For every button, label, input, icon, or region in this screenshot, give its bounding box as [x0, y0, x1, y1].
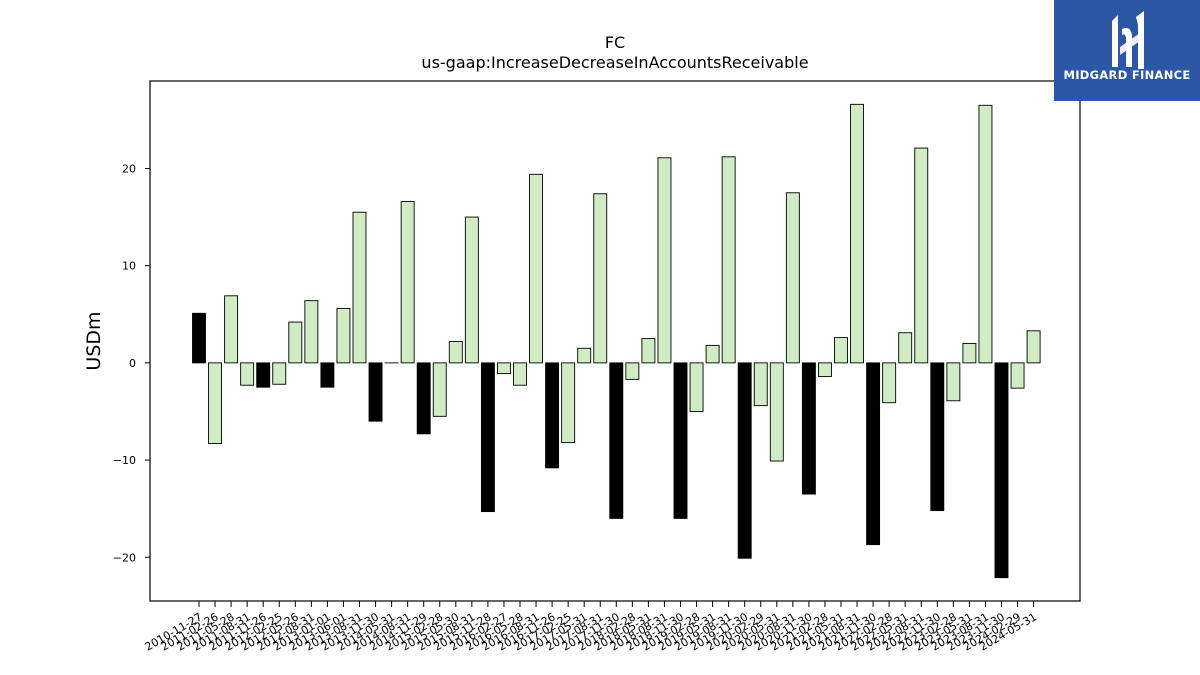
bars-layer	[192, 103, 1041, 579]
bar-2016-05-28	[513, 362, 527, 386]
bar-2020-02-29	[753, 362, 768, 407]
chart-title: FC	[605, 33, 625, 52]
bar-2017-05-31	[577, 347, 592, 364]
bar-2013-06-01	[336, 307, 351, 364]
bar-2012-08-31	[304, 300, 319, 364]
bar-2024-02-29	[1010, 362, 1025, 389]
bar-2016-08-31	[529, 173, 543, 364]
bar-2015-08-31	[464, 216, 479, 364]
bar-2023-02-28	[946, 362, 961, 402]
bar-2021-02-28	[818, 362, 832, 377]
bar-2013-08-31	[352, 211, 367, 364]
y-axis-ticks: −20 −10 0 10 20	[113, 162, 150, 564]
bar-2016-11-26	[545, 362, 560, 469]
bar-2018-11-30	[673, 362, 688, 519]
bar-2011-08-31	[240, 362, 255, 386]
bar-2014-08-31	[400, 201, 415, 364]
bar-2022-11-30	[930, 362, 945, 512]
y-tick-label: 10	[122, 260, 136, 273]
bar-2022-02-28	[882, 362, 897, 404]
bar-2015-02-28	[432, 362, 447, 417]
bar-2010-11-27	[192, 312, 206, 364]
bar-2013-11-30	[368, 362, 383, 422]
bar-2020-11-30	[801, 362, 816, 495]
bar-2018-08-31	[657, 157, 672, 364]
bar-2024-05-31	[1026, 330, 1041, 364]
bar-2011-02-26	[208, 362, 223, 444]
bar-2016-02-27	[497, 362, 511, 375]
bar-2022-08-31	[914, 147, 929, 364]
bar-2011-11-26	[256, 362, 271, 388]
plot-frame	[149, 80, 1081, 602]
y-axis-label: USDm	[83, 311, 105, 370]
bar-2017-02-25	[561, 362, 576, 444]
bar-2015-05-30	[448, 341, 463, 364]
bar-2020-08-31	[785, 192, 800, 364]
bar-2015-11-28	[480, 362, 495, 513]
bar-2017-08-31	[593, 193, 608, 364]
midgard-logo-icon	[1054, 0, 1200, 101]
bar-2023-11-30	[994, 362, 1009, 579]
bar-2022-05-31	[898, 332, 913, 364]
bar-2012-02-25	[272, 362, 287, 385]
bar-2018-05-31	[641, 338, 656, 364]
bar-2017-11-30	[609, 362, 624, 519]
bar-2014-11-29	[416, 362, 431, 435]
chart-subtitle: us-gaap:IncreaseDecreaseInAccountsReceiv…	[421, 53, 808, 72]
bar-2019-05-31	[705, 344, 720, 364]
bar-2021-05-31	[834, 337, 848, 364]
bar-2019-02-28	[689, 362, 704, 412]
bar-2021-08-31	[850, 103, 864, 364]
y-tick-label: −20	[113, 551, 136, 564]
brand-logo: MIDGARD FINANCE	[1054, 0, 1200, 101]
y-tick-label: −10	[113, 454, 136, 467]
y-tick-label: 0	[129, 357, 136, 370]
bar-2021-11-30	[866, 362, 881, 546]
bar-2020-05-31	[769, 362, 784, 462]
bar-2011-05-28	[224, 295, 239, 364]
brand-name: MIDGARD FINANCE	[1063, 68, 1191, 82]
bar-2012-05-26	[288, 321, 303, 364]
bar-2023-05-31	[962, 342, 977, 364]
bar-2023-08-31	[978, 104, 993, 364]
bar-2013-01-01	[320, 362, 335, 388]
x-axis-ticks: 2010-11-272011-02-262011-05-282011-08-31…	[143, 601, 1039, 654]
bar-2018-02-28	[625, 362, 640, 380]
bar-2019-08-31	[721, 156, 736, 364]
bar-2019-11-30	[737, 362, 752, 559]
y-tick-label: 20	[122, 162, 136, 175]
